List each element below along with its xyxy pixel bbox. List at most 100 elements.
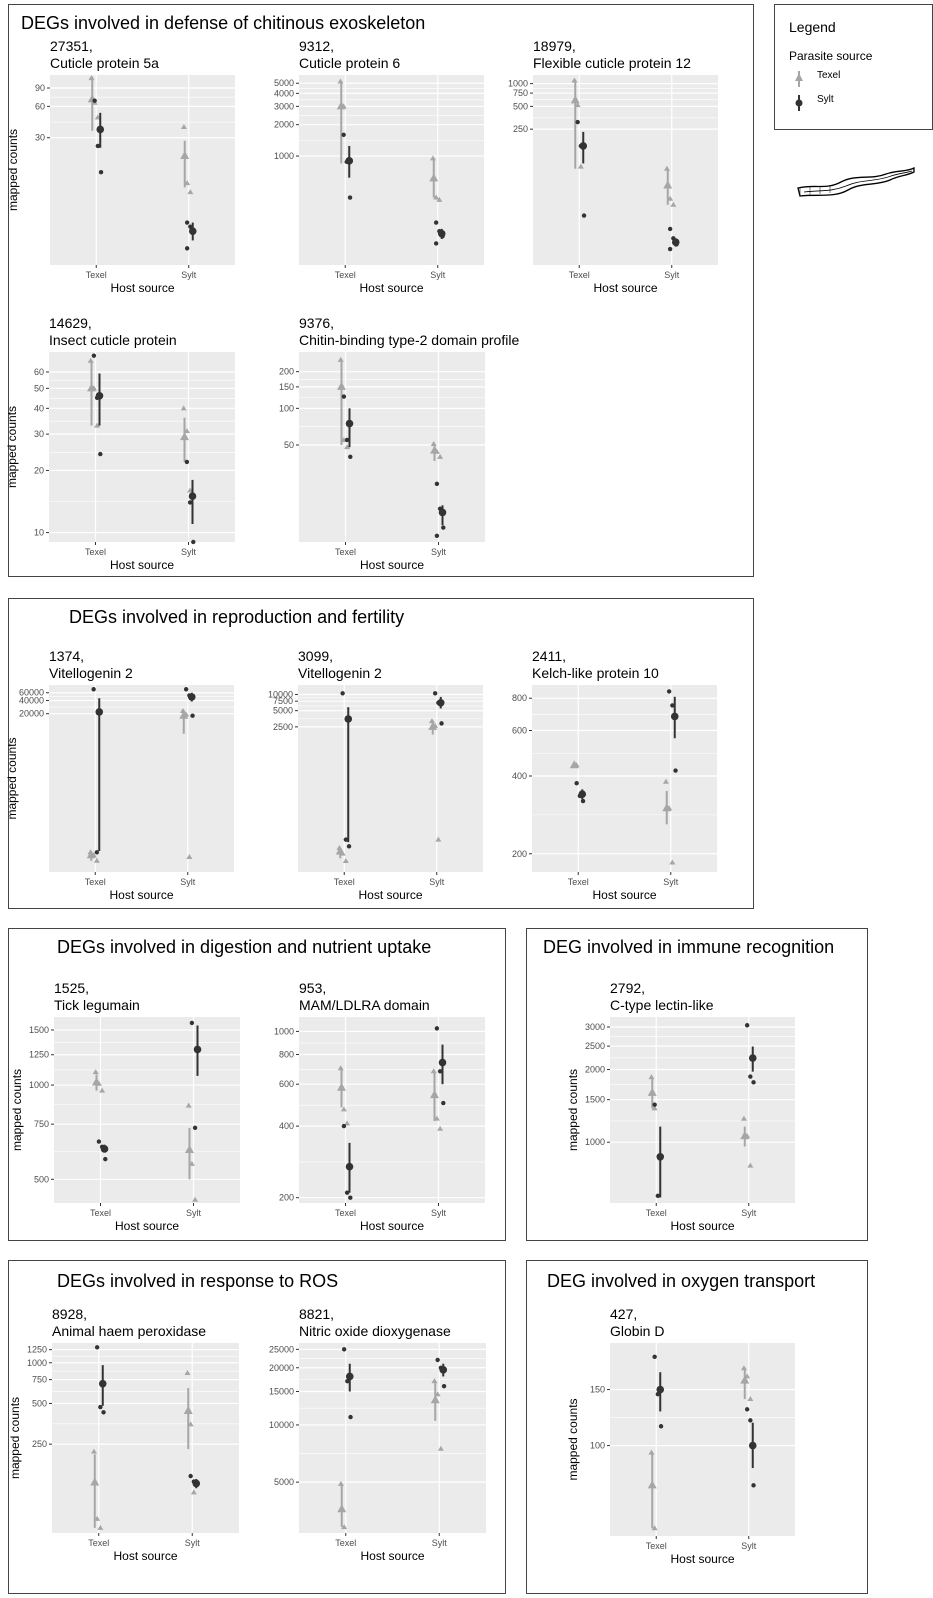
plot-panel (532, 685, 717, 872)
chart-953: 953,MAM/LDLRA domain 1000 800 600 400 200 Texe… (274, 980, 485, 1233)
chart-id-label: 27351, (50, 38, 93, 54)
plot-panel (299, 75, 484, 265)
sylt-data-point (343, 837, 349, 842)
chart-id-label: 2792, (610, 980, 645, 996)
texel-mean-marker (337, 1082, 346, 1091)
sylt-data-point (184, 459, 190, 465)
triangle-marker-icon (795, 73, 803, 81)
legend-item-sylt: Sylt (817, 94, 834, 105)
x-axis-title: Host source (592, 888, 656, 902)
chart-id-label: 8821, (299, 1306, 334, 1322)
texel-mean-marker (90, 1477, 100, 1486)
y-tick-label: 40 (34, 403, 44, 413)
texel-data-point (180, 405, 187, 411)
texel-data-point (337, 78, 344, 84)
texel-data-point (88, 75, 95, 81)
x-tick-label: Texel (569, 270, 590, 280)
section-title: DEGs involved in reproduction and fertil… (69, 607, 405, 627)
chart-id-label: 427, (610, 1306, 637, 1322)
sylt-mean-marker (670, 712, 679, 721)
chart-8821: 8821,Nitric oxide dioxygenase 25000 20000 1… (269, 1306, 486, 1563)
y-tick-label: 250 (32, 1439, 47, 1449)
y-tick-label: 1500 (585, 1095, 605, 1105)
sylt-data-point (94, 1345, 100, 1350)
texel-data-point (577, 163, 584, 169)
texel-data-point (340, 1106, 347, 1112)
sylt-data-point (437, 1069, 443, 1074)
chart-id-label: 3099, (298, 648, 333, 664)
y-tick-label: 10 (34, 528, 44, 538)
sylt-data-point (346, 844, 352, 849)
x-axis-title: Host source (110, 281, 174, 295)
sylt-data-point (434, 481, 440, 487)
x-axis-title: Host source (360, 1549, 424, 1563)
texel-data-point (93, 857, 100, 863)
texel-data-point (99, 1087, 106, 1093)
y-tick-label: 100 (590, 1441, 605, 1451)
sylt-mean-marker (193, 1045, 202, 1054)
y-tick-label: 3000 (585, 1022, 605, 1032)
y-tick-label: 15000 (269, 1387, 294, 1397)
texel-data-point (430, 1068, 437, 1074)
x-tick-label: Texel (88, 1538, 109, 1548)
sylt-data-point (433, 241, 439, 246)
texel-mean-marker (183, 1405, 193, 1414)
texel-mean-marker (87, 383, 96, 392)
sylt-data-point (655, 1392, 661, 1397)
x-tick-label: Texel (335, 547, 356, 557)
sylt-mean-marker (439, 1366, 448, 1374)
y-tick-label: 5000 (274, 78, 294, 88)
texel-mean-marker (86, 850, 96, 859)
sylt-data-point (574, 781, 579, 786)
y-tick-label: 1250 (27, 1345, 47, 1355)
sylt-data-point (667, 246, 673, 252)
y-tick-label: 600 (512, 725, 527, 735)
y-tick-label: 1000 (585, 1137, 605, 1147)
y-tick-label: 100 (279, 403, 294, 413)
sylt-data-point (340, 691, 345, 696)
y-tick-label: 2000 (274, 120, 294, 130)
sylt-mean-marker (95, 708, 104, 716)
texel-data-point (744, 1373, 751, 1379)
sylt-data-point (98, 451, 103, 457)
texel-mean-marker (647, 1480, 657, 1489)
x-tick-label: Sylt (741, 1208, 757, 1218)
texel-mean-marker (337, 1504, 347, 1513)
sylt-data-point (190, 713, 195, 718)
x-tick-label: Sylt (429, 877, 445, 887)
texel-data-point (651, 1105, 658, 1111)
y-tick-label: 3000 (274, 101, 294, 111)
sylt-data-point (191, 539, 196, 545)
chart-title: Tick legumain (54, 997, 140, 1013)
plot-panel (54, 1017, 240, 1203)
sylt-mean-marker (656, 1153, 665, 1161)
sylt-data-point (95, 143, 101, 149)
texel-mean-marker (430, 1395, 440, 1404)
y-tick-label: 400 (512, 771, 527, 781)
texel-data-point (648, 1074, 655, 1080)
sylt-data-point (348, 1195, 353, 1200)
chart-title: Globin D (610, 1323, 664, 1339)
texel-data-point (437, 1445, 444, 1451)
sylt-data-point (748, 1418, 753, 1423)
chart-title: Kelch-like protein 10 (532, 665, 659, 681)
texel-data-point (740, 1365, 747, 1371)
chart-title: C-type lectin-like (610, 997, 714, 1013)
y-tick-label: 60000 (19, 688, 44, 698)
x-tick-label: Texel (646, 1208, 667, 1218)
texel-mean-marker (337, 381, 346, 390)
chart-14629: 14629,Insect cuticle protein 60 50 40 30 20 10… (5, 315, 235, 572)
x-axis-title: Host source (670, 1219, 734, 1233)
x-axis-title: Host source (359, 281, 423, 295)
sylt-data-point (441, 1100, 446, 1106)
plot-panel (50, 75, 235, 265)
texel-data-point (344, 1120, 351, 1126)
sylt-data-point (670, 703, 675, 708)
texel-data-point (670, 201, 677, 207)
sylt-data-point (667, 226, 673, 232)
x-axis-title: Host source (110, 558, 174, 572)
y-tick-label: 20000 (19, 709, 44, 719)
texel-data-point (341, 1524, 348, 1530)
texel-data-point (185, 1102, 192, 1108)
texel-data-point (667, 195, 674, 201)
